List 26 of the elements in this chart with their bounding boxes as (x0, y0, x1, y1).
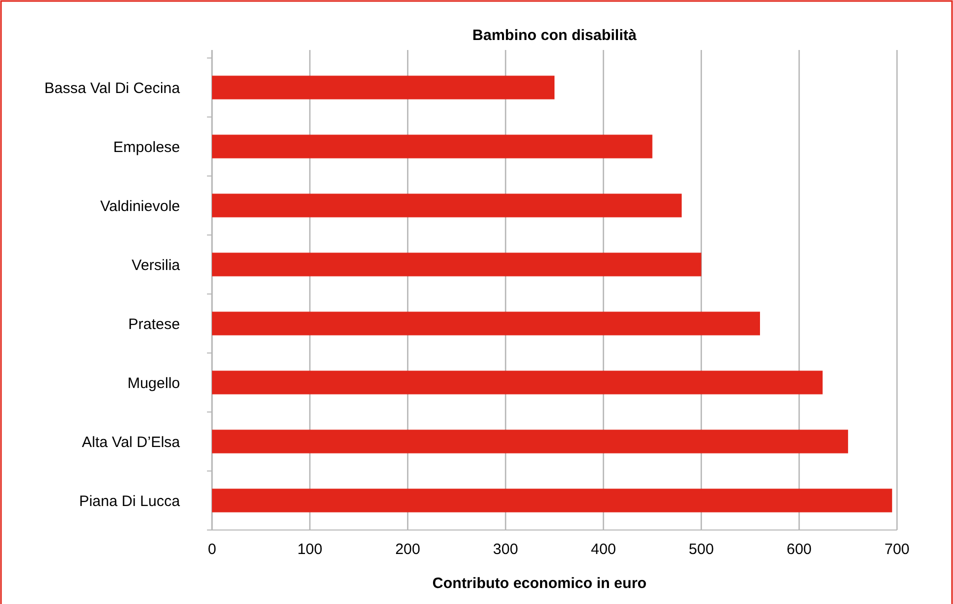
y-tick-label: Versilia (132, 256, 181, 274)
x-axis-title: Contributo economico in euro (432, 575, 647, 592)
x-tick-label: 600 (786, 541, 812, 558)
bar (212, 194, 682, 218)
y-tick-label: Empolese (113, 138, 180, 156)
y-tick-label: Valdinievole (100, 198, 180, 215)
x-tick-label: 300 (493, 541, 518, 558)
y-tick-label: Piana Di Lucca (79, 492, 181, 510)
bar (212, 430, 848, 454)
bar (212, 134, 652, 158)
x-tick-label: 400 (590, 541, 616, 558)
x-tick-label: 700 (884, 541, 910, 558)
bar (212, 312, 760, 336)
y-tick-label: Bassa Val Di Cecina (44, 80, 181, 97)
x-tick-label: 500 (688, 541, 714, 558)
bar (212, 488, 892, 512)
x-tick-label: 0 (208, 541, 216, 558)
x-tick-label: 200 (395, 541, 420, 558)
bar (212, 370, 823, 394)
y-tick-label: Pratese (128, 316, 180, 333)
chart-title: Bambino con disabilità (472, 27, 638, 44)
bar (212, 76, 554, 100)
bar (212, 252, 702, 276)
y-tick-label: Alta Val D’Elsa (82, 434, 181, 451)
x-tick-label: 100 (297, 541, 322, 558)
y-tick-label: Mugello (127, 374, 180, 392)
